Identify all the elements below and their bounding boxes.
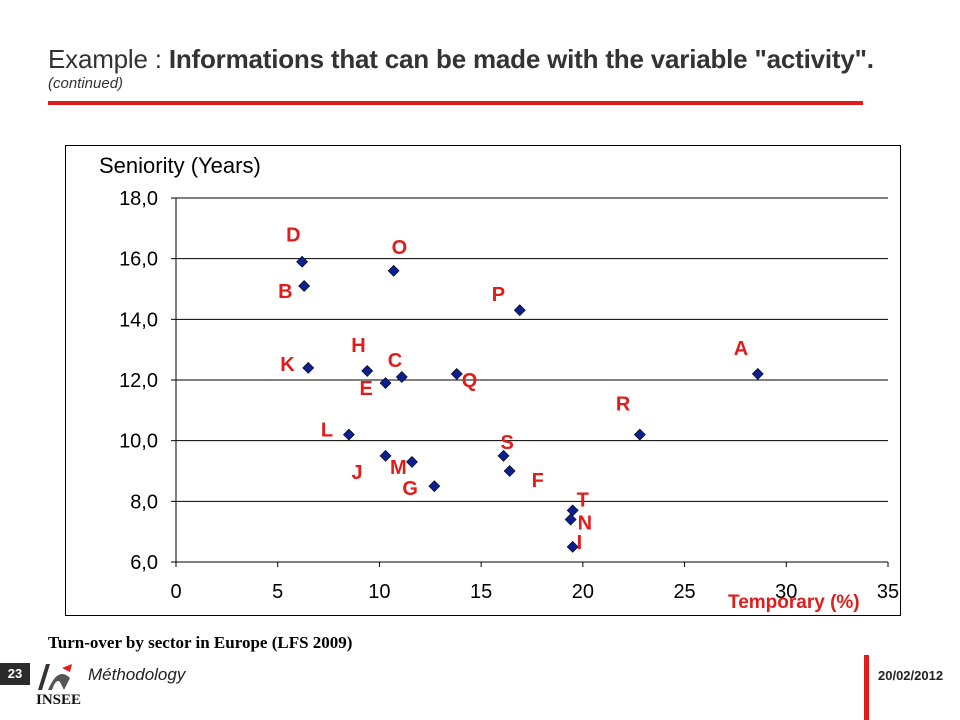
x-tick-label: 5 xyxy=(272,581,283,603)
y-tick-label: 8,0 xyxy=(130,491,158,513)
point-label-c: C xyxy=(388,350,402,372)
point-label-s: S xyxy=(501,432,514,454)
title-bold: Informations that can be made with the v… xyxy=(168,44,874,74)
point-label-n: N xyxy=(578,513,592,535)
point-marker-f xyxy=(503,465,516,477)
point-marker-r xyxy=(633,428,646,441)
chart-caption: Turn-over by sector in Europe (LFS 2009) xyxy=(48,633,353,652)
x-tick-label: 30 xyxy=(775,581,797,603)
point-label-p: P xyxy=(492,284,505,306)
point-label-j: J xyxy=(352,462,363,484)
x-tick-label: 10 xyxy=(368,581,390,603)
point-label-t: T xyxy=(577,489,589,511)
y-tick-label: 10,0 xyxy=(119,431,158,453)
title-underline xyxy=(48,101,863,105)
x-axis-label: Temporary (%) xyxy=(728,592,860,613)
page-number: 23 xyxy=(7,666,23,681)
point-marker-t xyxy=(566,504,579,517)
chart-frame: 6,0 8,0 10,0 12,0 14,0 16,0 18,0 0 5 10 15 20 25 30 35… xyxy=(65,145,901,616)
x-tick-label: 15 xyxy=(470,581,492,603)
point-marker-i xyxy=(566,540,579,553)
point-marker-s xyxy=(497,449,510,462)
footer-red-bar xyxy=(864,655,869,720)
point-marker-b xyxy=(298,280,311,292)
point-label-k: K xyxy=(280,354,295,376)
x-tick-label: 0 xyxy=(170,581,181,603)
x-tick-label: 35 xyxy=(877,581,899,603)
y-tick-label: 12,0 xyxy=(119,370,158,392)
insee-logo-icon xyxy=(38,664,72,690)
title-prefix: Example : xyxy=(48,44,169,74)
point-marker-c xyxy=(395,371,408,383)
page-subtitle: (continued) xyxy=(48,75,124,92)
x-tick-label: 20 xyxy=(572,581,594,603)
y-axis-label: Seniority (Years) xyxy=(99,153,261,178)
point-label-i: I xyxy=(577,532,583,554)
point-marker-m xyxy=(406,455,418,468)
point-marker-k xyxy=(302,361,315,374)
point-marker-j xyxy=(379,449,392,462)
point-marker-l xyxy=(342,428,355,441)
point-marker-d xyxy=(296,255,309,268)
point-label-m: M xyxy=(390,457,407,479)
point-marker-o xyxy=(387,264,400,277)
y-tick-label: 6,0 xyxy=(130,552,158,574)
y-tick-label: 14,0 xyxy=(119,309,158,331)
point-marker-q xyxy=(450,368,463,380)
x-tick-label: 25 xyxy=(673,581,695,603)
point-label-d: D xyxy=(286,225,300,247)
point-label-h: H xyxy=(351,335,365,357)
point-marker-h xyxy=(361,364,374,377)
point-marker-p xyxy=(513,304,526,317)
footer-date: 20/02/2012 xyxy=(878,668,944,683)
point-marker-a xyxy=(751,368,764,380)
point-label-e: E xyxy=(360,378,373,400)
point-label-b: B xyxy=(278,281,292,303)
y-tick-label: 18,0 xyxy=(119,188,158,210)
scatter-chart: 6,0 8,0 10,0 12,0 14,0 16,0 18,0 0 5 10 15 20 25 30 35… xyxy=(99,153,899,613)
point-label-q: Q xyxy=(462,370,478,392)
point-marker-n xyxy=(564,513,577,526)
logo-text: INSEE xyxy=(36,692,82,708)
y-tick-label: 16,0 xyxy=(119,249,158,271)
point-label-r: R xyxy=(616,394,631,416)
point-marker-e xyxy=(379,377,392,389)
point-label-g: G xyxy=(402,478,418,500)
point-label-l: L xyxy=(321,420,333,442)
point-label-o: O xyxy=(392,237,408,259)
point-label-f: F xyxy=(532,470,544,492)
page-number-box xyxy=(0,663,30,685)
footer-label: Méthodology xyxy=(88,665,186,684)
page-title: Example : Informations that can be made … xyxy=(48,44,874,75)
point-label-a: A xyxy=(734,338,748,360)
point-marker-g xyxy=(428,480,441,493)
